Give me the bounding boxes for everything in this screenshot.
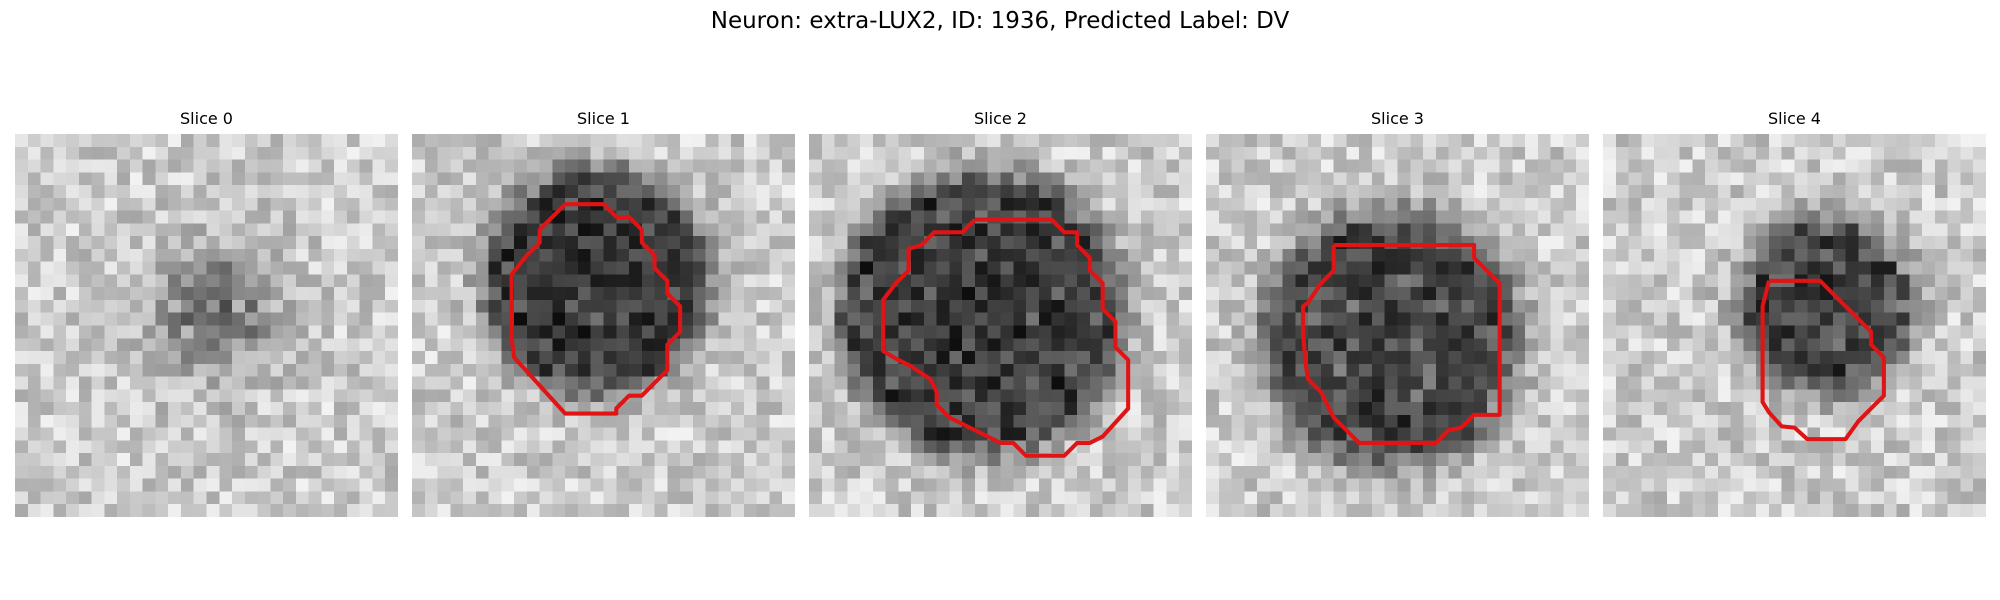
segmentation-contour [881,217,1131,458]
slice-image-2 [809,134,1192,517]
slice-image-1 [412,134,795,517]
slice-image-0 [15,134,398,517]
slice-panel-1: Slice 1 [412,109,795,521]
slice-image-3 [1206,134,1589,517]
segmentation-contour [509,202,683,416]
slice-title: Slice 4 [1768,109,1821,128]
slice-panel-2: Slice 2 [809,109,1192,521]
slice-title: Slice 0 [180,109,233,128]
slice-title: Slice 2 [974,109,1027,128]
slice-panel-0: Slice 0 [15,109,398,521]
slice-panel-3: Slice 3 [1206,109,1589,521]
figure-title: Neuron: extra-LUX2, ID: 1936, Predicted … [710,8,1290,34]
segmentation-contour [1300,243,1502,445]
slice-title: Slice 3 [1371,109,1424,128]
slice-image-4 [1603,134,1986,517]
slice-title: Slice 1 [577,109,630,128]
slice-panel-4: Slice 4 [1603,109,1986,521]
segmentation-contour [1760,278,1886,442]
